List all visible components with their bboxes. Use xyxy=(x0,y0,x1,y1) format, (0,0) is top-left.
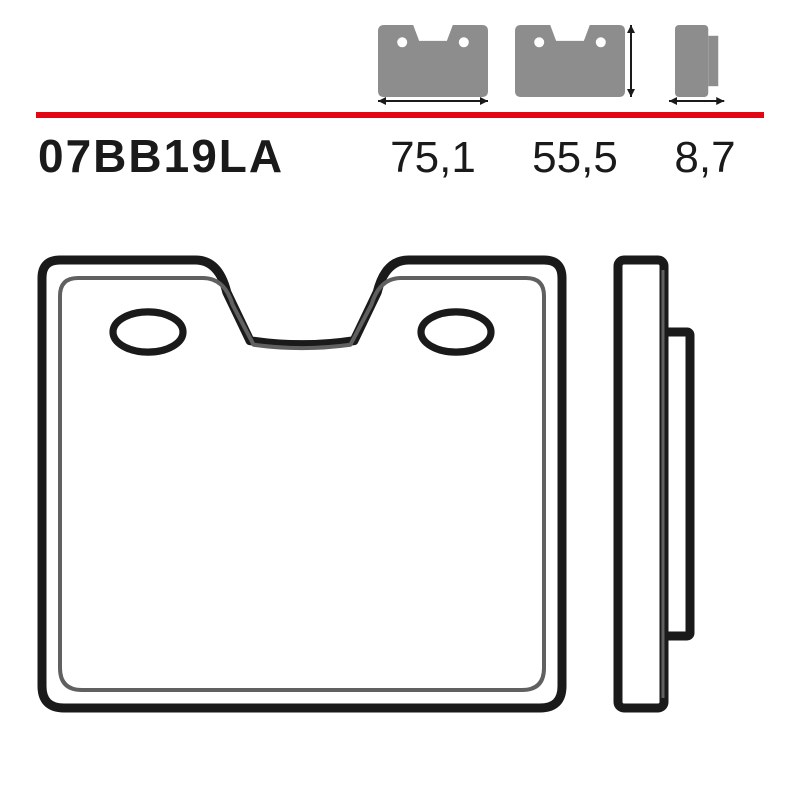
side-pad xyxy=(618,260,690,708)
dim-height: 55,5 xyxy=(532,133,618,182)
front-pad xyxy=(42,260,562,708)
dimension-icon xyxy=(378,25,488,105)
dimension-icon xyxy=(515,25,635,97)
dimension-icon xyxy=(669,25,724,105)
dim-thickness: 8,7 xyxy=(674,133,735,182)
diagram-svg: 07BB19LA 75,1 55,5 8,7 xyxy=(0,0,800,800)
dim-width: 75,1 xyxy=(390,133,476,182)
diagram-root: 07BB19LA 75,1 55,5 8,7 xyxy=(0,0,800,800)
part-number: 07BB19LA xyxy=(38,130,284,182)
